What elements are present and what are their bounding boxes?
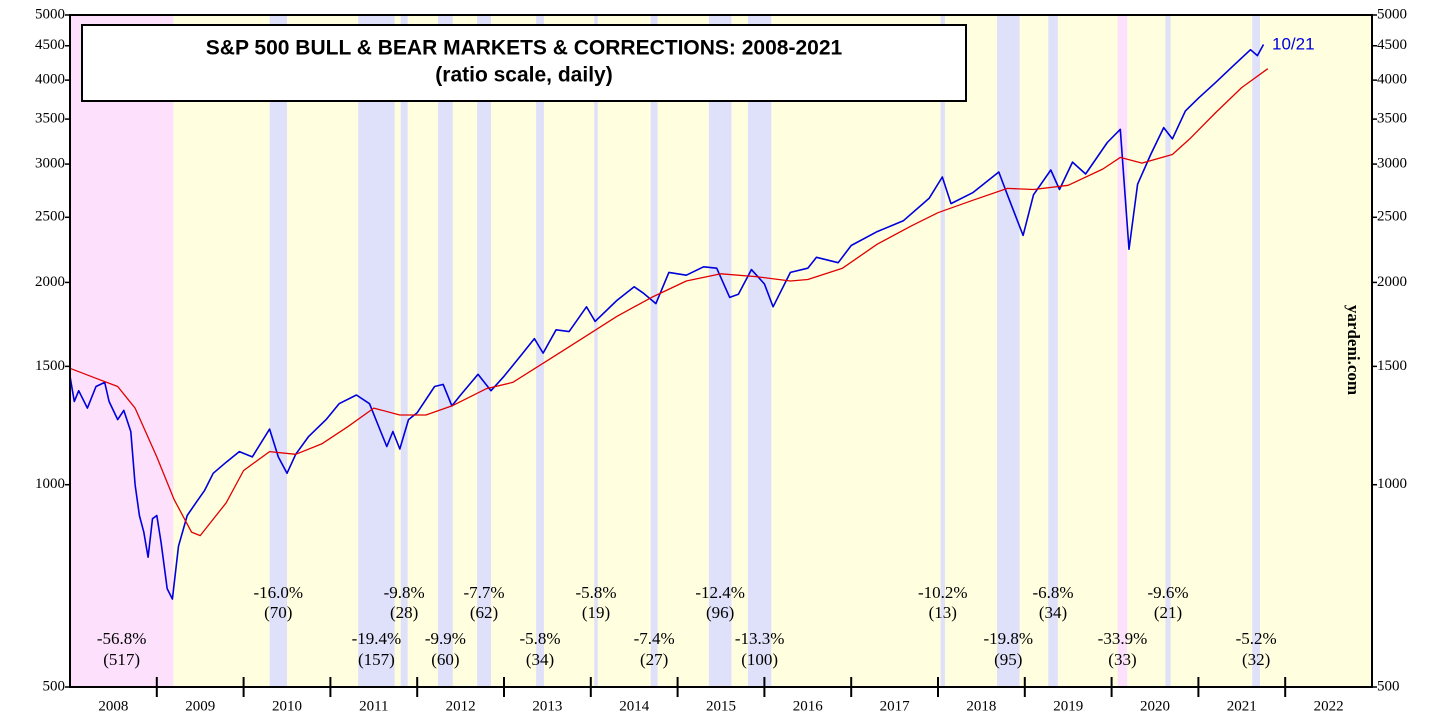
days-label: (33) <box>1108 650 1136 669</box>
y2-tick-label: 2000 <box>1377 274 1407 290</box>
change-label: -5.8% <box>575 583 616 602</box>
y2-tick-label: 1500 <box>1377 358 1407 374</box>
days-label: (95) <box>994 650 1022 669</box>
x-tick-label: 2017 <box>880 698 911 714</box>
change-label: -12.4% <box>695 583 745 602</box>
last-date-label: 10/21 <box>1272 34 1315 53</box>
correction-band <box>997 15 1020 687</box>
x-tick-label: 2021 <box>1227 698 1257 714</box>
x-tick-label: 2020 <box>1140 698 1170 714</box>
change-label: -7.7% <box>463 583 504 602</box>
correction-band <box>1165 15 1171 687</box>
correction-band <box>747 15 772 687</box>
x-tick-label: 2016 <box>793 698 824 714</box>
chart-subtitle: (ratio scale, daily) <box>435 64 612 87</box>
x-tick-label: 2018 <box>966 698 996 714</box>
chart-title: S&P 500 BULL & BEAR MARKETS & CORRECTION… <box>206 37 843 60</box>
bull-band <box>173 15 1373 687</box>
x-tick-label: 2019 <box>1053 698 1083 714</box>
correction-band <box>536 15 544 687</box>
days-label: (96) <box>706 603 734 622</box>
change-label: -56.8% <box>97 629 147 648</box>
y-tick-label: 4000 <box>35 72 65 88</box>
days-label: (100) <box>741 650 778 669</box>
days-label: (19) <box>582 603 610 622</box>
bear-band <box>1117 15 1128 687</box>
change-label: -5.2% <box>1236 629 1277 648</box>
y2-tick-label: 1000 <box>1377 476 1407 492</box>
change-label: -6.8% <box>1032 583 1073 602</box>
y2-tick-label: 3000 <box>1377 156 1407 172</box>
y2-tick-label: 500 <box>1377 678 1400 694</box>
y-tick-label: 1000 <box>35 476 65 492</box>
correction-band <box>400 15 408 687</box>
plot-frame <box>69 14 1373 688</box>
series-line <box>69 44 1265 600</box>
x-tick-label: 2010 <box>272 698 302 714</box>
y2-tick-label: 4000 <box>1377 72 1407 88</box>
x-tick-label: 2009 <box>185 698 215 714</box>
x-tick-label: 2008 <box>98 698 128 714</box>
x-tick-label: 2013 <box>532 698 562 714</box>
y-tick-label: 5000 <box>35 6 65 22</box>
change-label: -19.4% <box>352 629 402 648</box>
days-label: (517) <box>103 650 140 669</box>
days-label: (27) <box>640 650 668 669</box>
days-label: (62) <box>470 603 498 622</box>
change-label: -10.2% <box>918 583 968 602</box>
title-box <box>81 24 967 102</box>
days-label: (157) <box>358 650 395 669</box>
change-label: -9.9% <box>425 629 466 648</box>
days-label: (34) <box>1039 603 1067 622</box>
correction-band <box>269 15 287 687</box>
y-tick-label: 4500 <box>35 37 65 53</box>
correction-band <box>438 15 453 687</box>
change-label: -33.9% <box>1098 629 1148 648</box>
change-label: -7.4% <box>634 629 675 648</box>
correction-band <box>594 15 598 687</box>
correction-band <box>1048 15 1058 687</box>
y2-tick-label: 5000 <box>1377 6 1407 22</box>
change-label: -5.8% <box>519 629 560 648</box>
source: yardeni.com <box>1344 305 1363 395</box>
y-tick-label: 500 <box>43 678 66 694</box>
y-tick-label: 2000 <box>35 274 65 290</box>
correction-band <box>358 15 395 687</box>
correction-band <box>650 15 658 687</box>
correction-band <box>940 15 945 687</box>
days-label: (28) <box>390 603 418 622</box>
y-tick-label: 3500 <box>35 111 65 127</box>
days-label: (34) <box>526 650 554 669</box>
x-tick-label: 2011 <box>359 698 388 714</box>
correction-band <box>477 15 491 687</box>
correction-band <box>708 15 732 687</box>
change-label: -9.8% <box>384 583 425 602</box>
series-line <box>69 68 1269 537</box>
x-tick-label: 2012 <box>446 698 476 714</box>
y2-tick-label: 4500 <box>1377 37 1407 53</box>
days-label: (13) <box>929 603 957 622</box>
days-label: (32) <box>1242 650 1270 669</box>
correction-band <box>1252 15 1261 687</box>
y2-tick-label: 3500 <box>1377 111 1407 127</box>
bear-band <box>70 15 174 687</box>
days-label: (60) <box>431 650 459 669</box>
lines <box>69 44 1269 600</box>
y-tick-label: 3000 <box>35 156 65 172</box>
y2-tick-label: 2500 <box>1377 209 1407 225</box>
x-tick-label: 2015 <box>706 698 736 714</box>
change-label: -16.0% <box>254 583 304 602</box>
x-tick-label: 2022 <box>1314 698 1344 714</box>
background-bands <box>70 15 1373 687</box>
x-tick-label: 2014 <box>619 698 650 714</box>
days-label: (70) <box>264 603 292 622</box>
days-label: (21) <box>1154 603 1182 622</box>
y-tick-label: 1500 <box>35 358 65 374</box>
change-label: -9.6% <box>1147 583 1188 602</box>
change-label: -19.8% <box>984 629 1034 648</box>
y-tick-label: 2500 <box>35 209 65 225</box>
change-label: -13.3% <box>735 629 785 648</box>
